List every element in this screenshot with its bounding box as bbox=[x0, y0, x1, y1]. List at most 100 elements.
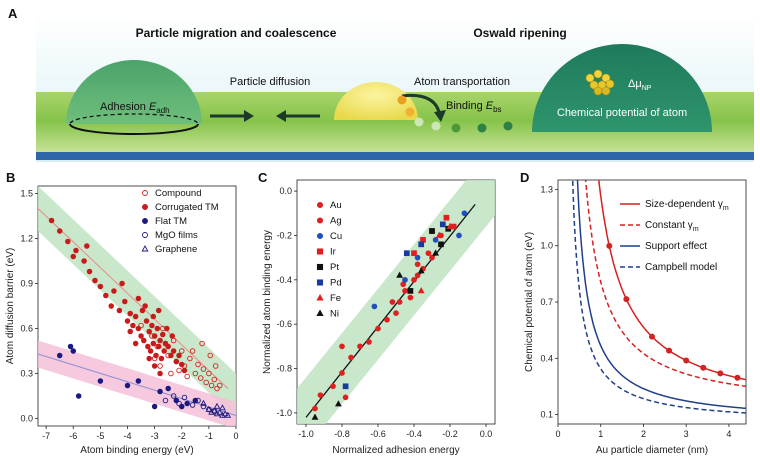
data-point bbox=[138, 333, 144, 339]
data-point bbox=[67, 343, 74, 350]
data-point bbox=[375, 325, 381, 332]
data-point bbox=[206, 370, 212, 377]
legend-label: Pt bbox=[330, 262, 339, 273]
legend-marker bbox=[142, 204, 148, 210]
d-xtick-label: 3 bbox=[684, 429, 689, 439]
data-point bbox=[56, 352, 63, 359]
data-point bbox=[438, 241, 444, 248]
data-point bbox=[146, 355, 152, 362]
adhesion-label: Adhesion Eadh bbox=[100, 101, 170, 115]
plot-b-points bbox=[48, 217, 232, 418]
data-point bbox=[155, 343, 162, 350]
c-ytick-label: 0.0 bbox=[279, 186, 292, 196]
small-nanoparticle bbox=[334, 82, 418, 120]
data-point bbox=[312, 405, 318, 412]
legend-label: Ir bbox=[330, 247, 336, 258]
curve-line bbox=[571, 180, 746, 414]
plot-d-legend: Size-dependent γm Constant γm Support effe… bbox=[620, 199, 729, 273]
gold-cluster-icon bbox=[585, 69, 615, 96]
data-point bbox=[192, 370, 199, 377]
data-point bbox=[103, 292, 109, 299]
data-point bbox=[147, 348, 154, 354]
data-point bbox=[176, 400, 182, 407]
data-point bbox=[208, 382, 215, 389]
plot-d-frame bbox=[557, 179, 747, 425]
data-point bbox=[179, 361, 185, 368]
c-ytick-label: -0.6 bbox=[276, 319, 292, 329]
data-point bbox=[211, 376, 218, 383]
data-point bbox=[173, 397, 180, 404]
heading-oswald-ripening: Oswald ripening bbox=[473, 26, 566, 40]
legend-marker bbox=[141, 245, 149, 252]
data-point bbox=[200, 403, 207, 410]
data-point bbox=[339, 343, 345, 350]
legend-label: Campbell model bbox=[645, 262, 717, 273]
legend-label: Au bbox=[330, 200, 342, 211]
legend-label: Cu bbox=[330, 231, 342, 242]
data-point bbox=[224, 411, 232, 418]
curve-marker bbox=[683, 357, 690, 364]
data-point bbox=[170, 348, 177, 354]
plot-c-points bbox=[311, 210, 468, 420]
d-ytick-label: 1.0 bbox=[540, 241, 553, 251]
panel-label-a: A bbox=[8, 6, 18, 21]
plot-c-ylabel: Normalized atom binding energy bbox=[262, 230, 273, 374]
c-xtick-label: -0.2 bbox=[442, 429, 458, 439]
legend-marker bbox=[316, 201, 324, 209]
c-xtick-label: 0.0 bbox=[480, 429, 493, 439]
c-ytick-label: -0.8 bbox=[276, 364, 292, 374]
data-point bbox=[407, 294, 414, 301]
data-point bbox=[200, 366, 207, 372]
data-point bbox=[135, 295, 142, 302]
data-point bbox=[135, 325, 142, 332]
plot-b-xticks: -7 -6 -5 -4 -3 -2 -1 0 bbox=[42, 426, 239, 441]
b-xtick-label: -3 bbox=[151, 431, 159, 441]
d-ytick-label: 0.1 bbox=[540, 410, 553, 420]
data-point bbox=[111, 288, 117, 294]
data-point bbox=[170, 393, 177, 399]
legend-label: Constant γm bbox=[645, 220, 699, 233]
plot-b-xlabel: Atom binding energy (eV) bbox=[80, 445, 193, 456]
data-point bbox=[158, 355, 165, 362]
data-point bbox=[181, 394, 188, 401]
data-point bbox=[203, 379, 209, 386]
data-point bbox=[396, 299, 403, 305]
b-ytick-label: 1.5 bbox=[20, 189, 33, 199]
data-point bbox=[199, 340, 205, 347]
plot-d-xlabel: Au particle diameter (nm) bbox=[596, 445, 708, 456]
b-ytick-label: 1.2 bbox=[20, 234, 33, 244]
data-point bbox=[425, 250, 432, 257]
data-point bbox=[151, 333, 158, 339]
data-point bbox=[213, 402, 221, 409]
legend-marker bbox=[142, 232, 148, 238]
panel-d: D 0 1 2 3 4 0.1 0.4 0.7 1.0 1.3 Size-dependent γ… bbox=[520, 170, 747, 456]
legend-marker bbox=[316, 293, 324, 301]
data-point bbox=[334, 400, 342, 407]
data-point bbox=[176, 352, 182, 359]
data-point bbox=[330, 383, 336, 390]
data-point bbox=[411, 250, 417, 257]
plot-d-yticks: 0.1 0.4 0.7 1.0 1.3 bbox=[540, 184, 558, 420]
data-point bbox=[432, 237, 439, 243]
data-point bbox=[151, 363, 158, 369]
data-point bbox=[70, 348, 77, 354]
d-ytick-label: 0.4 bbox=[540, 353, 553, 363]
legend-marker bbox=[316, 248, 324, 255]
b-xtick-label: -4 bbox=[123, 431, 131, 441]
data-point bbox=[130, 322, 136, 329]
data-point bbox=[124, 382, 131, 389]
legend-marker bbox=[316, 232, 324, 240]
data-point bbox=[139, 307, 146, 314]
b-xtick-label: -6 bbox=[69, 431, 77, 441]
curve-marker bbox=[717, 370, 724, 377]
large-nanoparticle bbox=[532, 44, 712, 132]
data-point bbox=[357, 343, 363, 350]
data-point bbox=[162, 397, 169, 404]
data-point bbox=[173, 358, 180, 365]
chemical-potential-label: Chemical potential of atom bbox=[557, 107, 687, 119]
d-xtick-label: 4 bbox=[726, 429, 731, 439]
b-ytick-label: 0.6 bbox=[20, 324, 33, 334]
plot-d-curves bbox=[571, 180, 746, 414]
c-ytick-label: -0.4 bbox=[276, 275, 292, 285]
